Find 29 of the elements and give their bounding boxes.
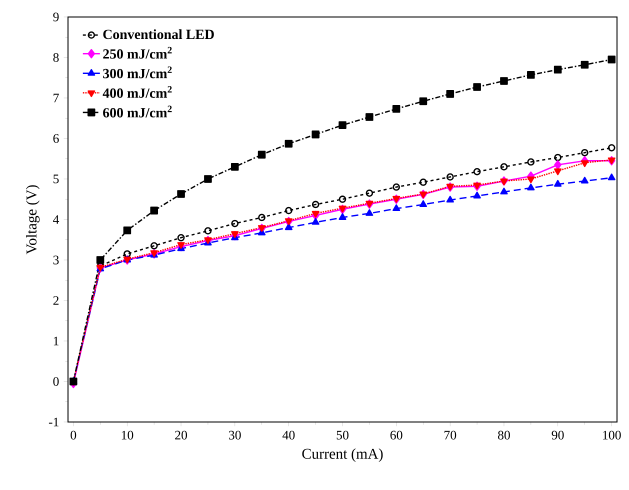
x-tick-label: 0 (70, 430, 76, 440)
x-tick-label: 10 (122, 430, 134, 440)
y-tick-label: 4 (53, 215, 60, 224)
y-tick-label: 8 (53, 53, 59, 62)
x-tick-label: 30 (229, 430, 241, 440)
legend-label: 250 mJ/cm$^{2}$ (103, 46, 172, 59)
y-tick-label: 5 (54, 174, 59, 184)
legend-label: 300 mJ/cm$^{2}$ (103, 66, 172, 78)
y-tick-label: 2 (53, 296, 59, 305)
y-tick-label: 6 (53, 134, 59, 143)
legend-label: 400 mJ/cm$^{2}$ (102, 86, 172, 98)
y-tick-label: 3 (53, 256, 59, 264)
x-axis-title: Current (mA) (302, 448, 383, 462)
x-tick-label: 60 (390, 430, 402, 440)
y-tick-label: -1 (48, 418, 58, 426)
x-tick-label: 80 (498, 430, 510, 440)
y-tick-label: 1 (54, 336, 58, 346)
legend-label: Conventional LED (103, 29, 214, 40)
x-tick-label: 20 (175, 430, 188, 440)
y-tick-label: 7 (54, 94, 59, 102)
legend-label: 600 mJ/cm$^{2}$ (103, 106, 172, 118)
y-axis-title: Voltage (V) (26, 185, 40, 254)
y-tick-label: 9 (53, 12, 59, 22)
x-tick-label: 40 (282, 430, 295, 440)
x-tick-label: 70 (444, 430, 456, 440)
x-tick-label: 90 (552, 430, 564, 440)
x-tick-label: 50 (336, 430, 348, 440)
x-tick-label: 100 (603, 430, 621, 440)
y-tick-label: 0 (53, 377, 59, 386)
